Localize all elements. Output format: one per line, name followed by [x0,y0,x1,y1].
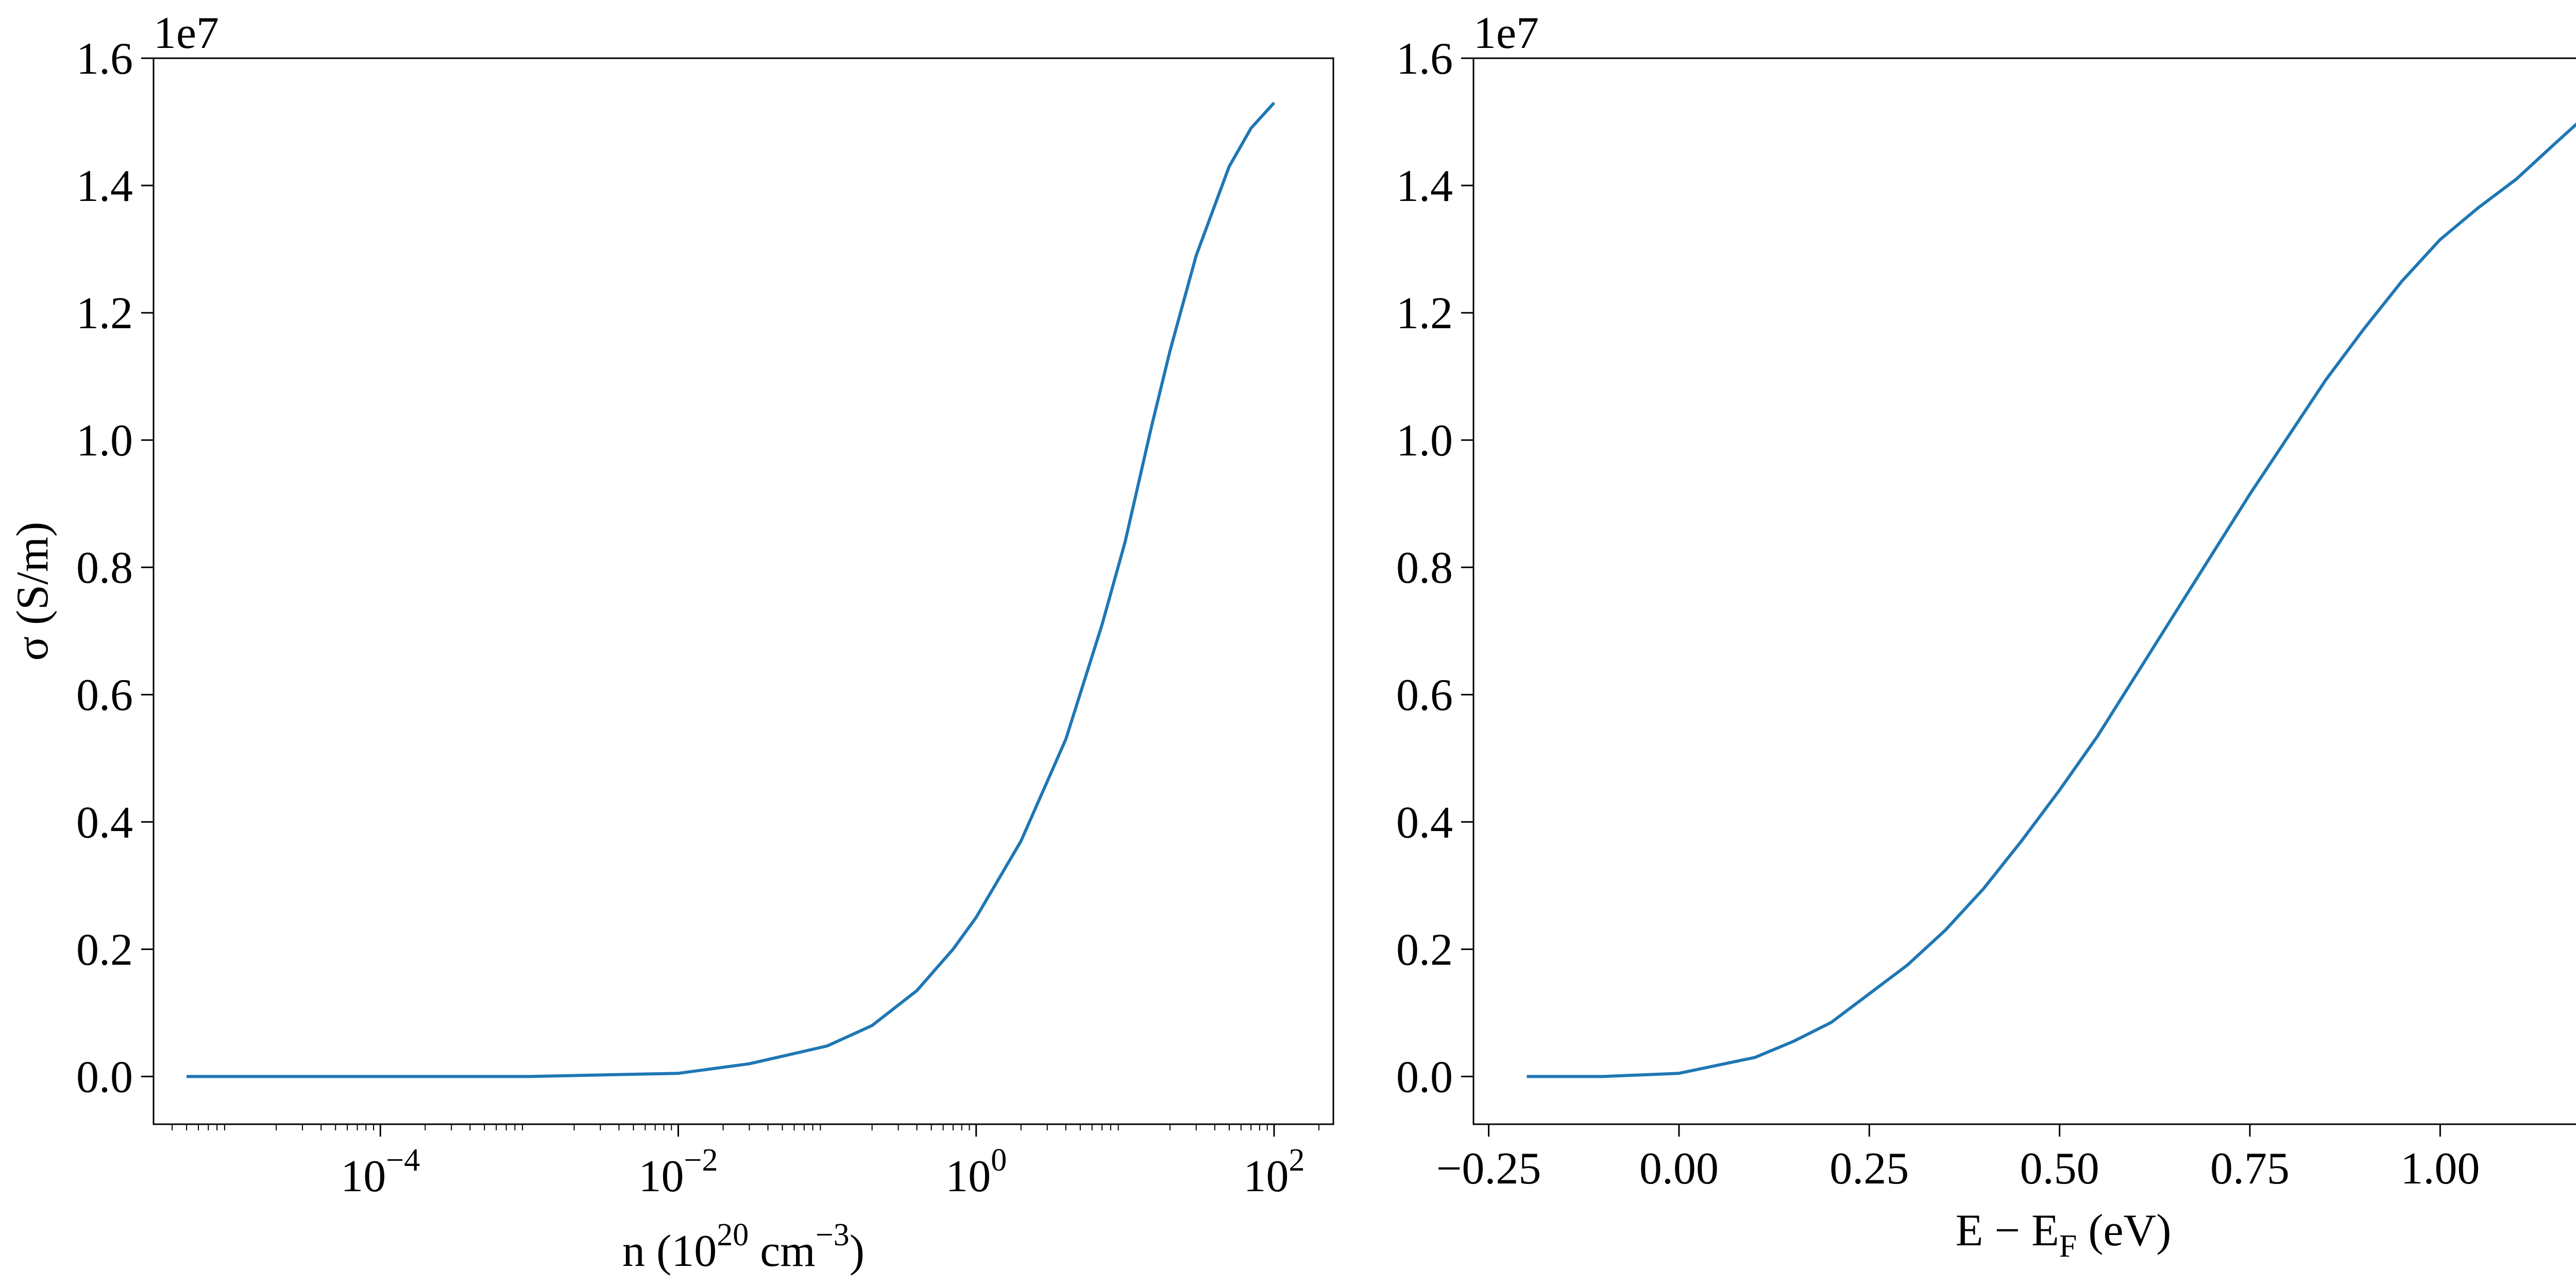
x-axis-label-part: E − E [1956,1206,2059,1256]
x-tick-label: −0.25 [1436,1144,1541,1194]
series-line-1 [1527,122,2576,1078]
y-tick-label: 0.0 [76,1052,133,1102]
chart-panel-2: 0.0 0.2 0.4 0.6 0.8 1.0 1.2 1.4 1.6 1e7 −0.25 0.00 0… [1396,8,2576,1264]
x-tick-exponent: 0 [991,1143,1007,1178]
y-offset-label: 1e7 [1473,8,1539,58]
y-tick-label: 0.4 [1396,798,1453,848]
y-tick-label: 1.0 [1396,416,1453,466]
y-tick-label: 1.4 [1396,161,1453,211]
series-line-1 [187,101,1276,1078]
y-tick-label: 1.6 [1396,34,1453,84]
y-axis-label: σ (S/m) [8,522,58,661]
y-tick-label: 0.0 [1396,1052,1453,1102]
y-tick-label: 0.8 [76,543,133,593]
x-axis-label-superscript: −3 [816,1217,850,1253]
x-tick-label: 10−2 [639,1143,718,1202]
x-tick-label: 0.25 [1829,1144,1909,1194]
y-tick-label: 1.2 [1396,289,1453,339]
y-tick-label: 0.4 [76,798,133,848]
x-tick-label: 10−4 [341,1143,420,1202]
x-tick-label: 0.75 [2210,1144,2290,1194]
plot-frame [152,57,1334,1125]
x-tick-base: 10 [639,1152,684,1202]
y-tick-label: 0.6 [1396,670,1453,720]
y-tick-label: 0.2 [76,925,133,975]
x-tick-base: 10 [341,1152,386,1202]
x-tick-label: 1.00 [2400,1144,2480,1194]
x-tick-exponent: 2 [1289,1143,1304,1178]
x-tick-exponent: −4 [386,1143,420,1178]
x-tick-base: 10 [1243,1152,1289,1202]
y-tick-label: 1.6 [76,34,133,84]
y-tick-label: 0.8 [1396,543,1453,593]
y-tick-label: 1.4 [76,161,133,211]
x-tick-label: 100 [945,1143,1007,1202]
x-axis-label-superscript: 20 [717,1217,749,1253]
y-tick-label: 1.0 [76,416,133,466]
x-axis-label-part: ) [850,1226,865,1276]
x-tick-label: 0.00 [1639,1144,1719,1194]
x-axis-label: E − EF (eV) [1956,1206,2172,1264]
x-axis-label-part: (eV) [2077,1206,2171,1256]
x-axis-label-part: cm [749,1226,816,1276]
y-offset-label: 1e7 [154,8,219,58]
x-tick-label: 102 [1243,1143,1304,1202]
x-axis-label-part: n (10 [622,1226,717,1276]
y-tick-label: 0.2 [1396,925,1453,975]
x-axis-label-subscript: F [2059,1229,2077,1264]
x-tick-label: 0.50 [2020,1144,2099,1194]
y-tick-label: 1.2 [76,289,133,339]
x-tick-exponent: −2 [684,1143,718,1178]
y-tick-label: 0.6 [76,670,133,720]
x-axis-label: n (1020 cm−3) [622,1217,865,1276]
x-tick-base: 10 [945,1152,991,1202]
plot-frame [1472,57,2576,1125]
